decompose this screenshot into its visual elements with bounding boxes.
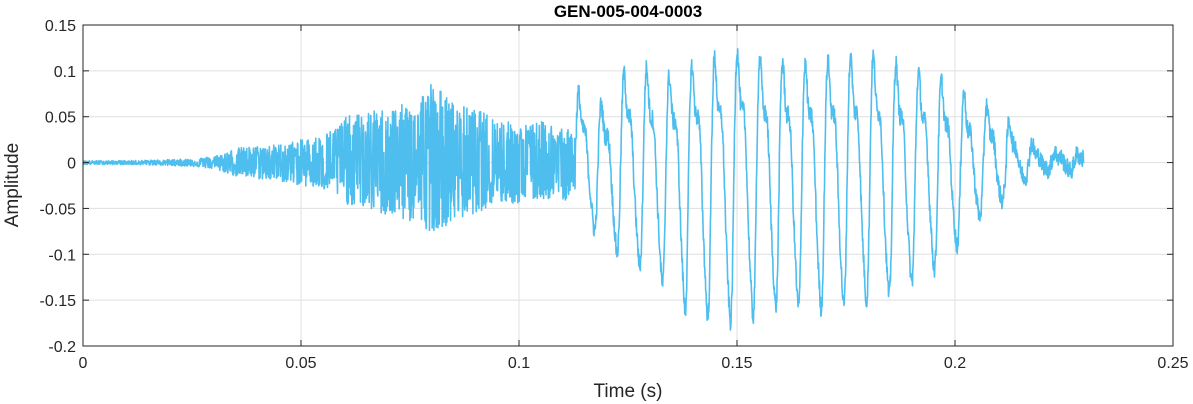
y-tick-label: -0.1 bbox=[48, 247, 76, 264]
x-tick-label: 0.1 bbox=[508, 355, 530, 372]
y-tick-label: 0.15 bbox=[45, 18, 76, 35]
waveform-line bbox=[82, 47, 1085, 331]
y-axis-label: Amplitude bbox=[2, 143, 23, 228]
x-tick-label: 0 bbox=[79, 355, 88, 372]
x-tick-label: 0.05 bbox=[285, 355, 316, 372]
y-tick-label: -0.2 bbox=[48, 339, 76, 356]
y-tick-label: -0.15 bbox=[40, 293, 77, 310]
x-tick-label: 0.15 bbox=[721, 355, 752, 372]
y-tick-label: 0 bbox=[67, 156, 76, 173]
y-tick-label: 0.1 bbox=[54, 64, 76, 81]
plot-area bbox=[83, 25, 1173, 346]
y-axis-ticks: -0.2 -0.15 -0.1 -0.05 0 0.05 0.1 0.15 bbox=[40, 18, 1173, 356]
plot-border bbox=[82, 24, 1174, 347]
y-tick-label: 0.05 bbox=[45, 110, 76, 127]
x-axis-ticks: 0 0.05 0.1 0.15 0.2 0.25 bbox=[79, 25, 1189, 372]
x-axis-label: Time (s) bbox=[594, 381, 663, 402]
x-tick-label: 0.2 bbox=[944, 355, 966, 372]
y-tick-label: -0.05 bbox=[40, 201, 77, 218]
x-tick-label: 0.25 bbox=[1157, 355, 1188, 372]
chart-title: GEN-005-004-0003 bbox=[554, 2, 702, 21]
